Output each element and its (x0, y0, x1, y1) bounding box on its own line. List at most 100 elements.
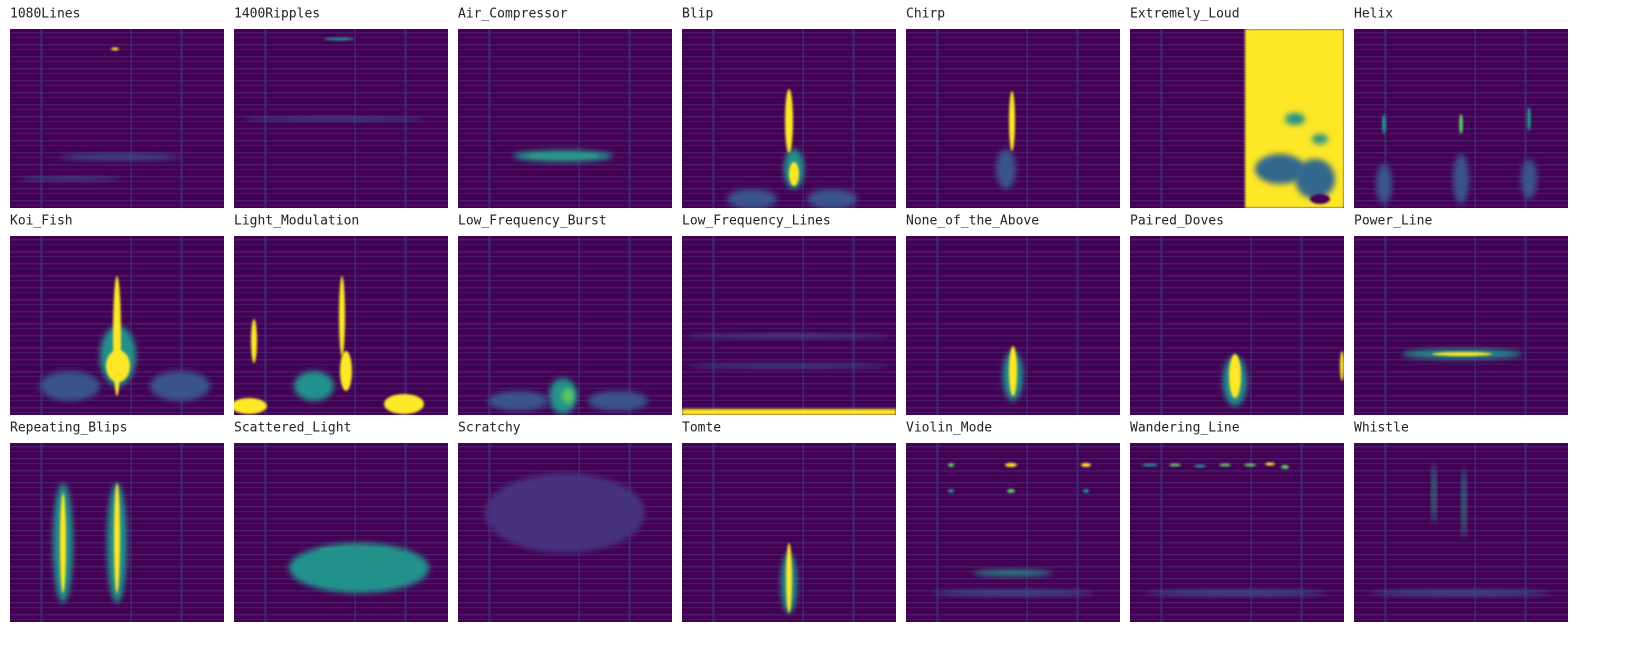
spectrogram-feature (289, 543, 429, 593)
spectrogram-content (906, 236, 1120, 415)
spectrogram-feature (682, 409, 896, 415)
panel: Repeating_Blips (10, 421, 224, 623)
panel-title: Violin_Mode (906, 421, 992, 436)
panel: Tomte (682, 421, 896, 623)
spectrogram-feature (1340, 351, 1344, 381)
spectrogram-content (234, 29, 448, 208)
spectrogram (231, 236, 448, 415)
spectrogram-content (682, 29, 896, 209)
panel-title: Blip (682, 7, 713, 22)
spectrogram (906, 236, 1120, 415)
spectrogram (1130, 29, 1344, 208)
panel: Koi_Fish (10, 214, 224, 416)
spectrogram-bg (234, 443, 448, 622)
spectrogram-feature (1285, 113, 1305, 125)
spectrogram-feature (1009, 346, 1017, 396)
spectrogram (458, 236, 672, 415)
spectrogram (682, 236, 896, 415)
spectrogram-feature (1142, 464, 1158, 467)
spectrogram-content (682, 443, 896, 622)
spectrogram-feature (150, 371, 210, 401)
spectrogram-content (231, 236, 448, 415)
spectrogram-feature (1281, 465, 1289, 469)
panel-title: Paired_Doves (1130, 214, 1224, 229)
panel-title: Helix (1354, 7, 1393, 22)
spectrogram (234, 29, 448, 208)
spectrogram-bg (682, 236, 896, 415)
spectrogram (234, 443, 448, 622)
spectrogram-content (906, 443, 1120, 622)
panel-title: Chirp (906, 7, 945, 22)
spectrogram-content (10, 29, 224, 208)
spectrogram (1130, 236, 1344, 415)
spectrogram-feature (324, 38, 354, 41)
spectrogram-content (234, 443, 448, 622)
panel-title: Light_Modulation (234, 214, 359, 229)
spectrogram-feature (1295, 159, 1335, 199)
spectrogram-feature (1432, 352, 1492, 356)
spectrogram (10, 236, 224, 415)
spectrogram (1354, 236, 1568, 415)
panel: Chirp (906, 7, 1120, 209)
spectrogram-content (10, 443, 224, 622)
spectrogram-feature (689, 364, 889, 368)
spectrogram-feature (996, 149, 1016, 189)
panel-title: Scratchy (458, 421, 521, 436)
panel: 1400Ripples (234, 7, 448, 209)
panel-title: Repeating_Blips (10, 421, 127, 436)
panel: Extremely_Loud (1130, 7, 1344, 209)
spectrogram-content (1130, 29, 1344, 208)
panel-title: Wandering_Line (1130, 421, 1240, 436)
spectrogram-feature (786, 543, 792, 613)
spectrogram-content (458, 29, 672, 208)
spectrogram (458, 443, 672, 622)
spectrogram-bg (1354, 236, 1568, 415)
spectrogram (1354, 443, 1568, 622)
spectrogram (10, 29, 224, 208)
spectrogram-feature (1527, 107, 1531, 131)
panel: Wandering_Line (1130, 421, 1344, 623)
panel-title: 1400Ripples (234, 7, 320, 22)
panel: Low_Frequency_Lines (682, 214, 896, 416)
spectrogram-content (10, 236, 224, 415)
spectrogram (906, 29, 1120, 208)
spectrogram-feature (1169, 464, 1181, 467)
spectrogram-feature (933, 590, 1093, 596)
spectrogram-feature (60, 154, 180, 160)
spectrogram-content (1354, 443, 1568, 622)
spectrogram-feature (1229, 354, 1241, 398)
spectrogram-feature (513, 150, 613, 162)
panel: Helix (1354, 7, 1568, 209)
spectrogram-feature (485, 473, 645, 553)
panel: Violin_Mode (906, 421, 1120, 623)
spectrogram-feature (1007, 489, 1015, 493)
spectrogram-feature (244, 117, 424, 121)
panel-title: Whistle (1354, 421, 1409, 436)
panel-title: None_of_the_Above (906, 214, 1039, 229)
spectrogram-feature (1219, 464, 1231, 467)
spectrogram-content (1130, 236, 1344, 415)
spectrogram-feature (40, 371, 100, 401)
spectrogram-feature (1453, 154, 1469, 204)
spectrogram-content (1354, 236, 1568, 415)
spectrogram-feature (488, 391, 548, 411)
spectrogram-feature (1081, 463, 1091, 467)
spectrogram (682, 29, 896, 209)
spectrogram-feature (948, 463, 954, 467)
spectrogram-feature (1083, 489, 1089, 493)
spectrogram-feature (1265, 463, 1275, 466)
panel: 1080Lines (10, 7, 224, 209)
panel: Scratchy (458, 421, 672, 623)
spectrogram-feature (339, 276, 345, 356)
spectrogram-feature (789, 162, 799, 186)
spectrogram-content (1130, 443, 1344, 622)
spectrogram-feature (1459, 114, 1463, 134)
spectrogram-feature (1194, 465, 1206, 468)
spectrogram-feature (231, 398, 267, 414)
spectrogram-feature (689, 334, 889, 338)
panel-title: Tomte (682, 421, 721, 436)
spectrogram-feature (727, 189, 777, 209)
panel: Whistle (1354, 421, 1568, 623)
spectrogram-content (906, 29, 1120, 208)
spectrogram-feature (340, 351, 352, 391)
